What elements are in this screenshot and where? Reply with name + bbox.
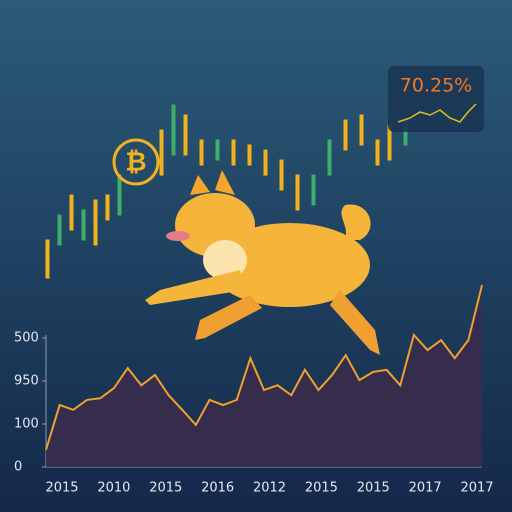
x-tick-label: 2015 bbox=[305, 481, 338, 496]
line bbox=[45, 284, 483, 451]
x-tick-label: 2015 bbox=[149, 481, 182, 496]
x-tick-label: 2016 bbox=[201, 481, 234, 496]
bitcoin-icon bbox=[112, 138, 160, 186]
x-tick-label: 2017 bbox=[409, 481, 442, 496]
badge bbox=[388, 66, 484, 132]
x-tick-label: 2010 bbox=[97, 481, 130, 496]
badge-value: 70.25% bbox=[400, 75, 472, 97]
x-tick-label: 2017 bbox=[460, 481, 493, 496]
dog bbox=[145, 170, 380, 355]
y-tick-label: 950 bbox=[14, 374, 39, 389]
bitcoin-symbol: ₿ bbox=[125, 148, 146, 178]
candlesticks bbox=[45, 104, 408, 279]
y-tick-label: 100 bbox=[14, 417, 39, 432]
x-tick-label: 2015 bbox=[357, 481, 390, 496]
x-tick-label: 2015 bbox=[45, 481, 78, 496]
area bbox=[46, 285, 482, 467]
badge-sparkline bbox=[397, 103, 477, 123]
y-tick-label: 0 bbox=[14, 460, 22, 475]
x-tick-label: 2012 bbox=[253, 481, 286, 496]
y-tick-label: 500 bbox=[14, 331, 39, 346]
